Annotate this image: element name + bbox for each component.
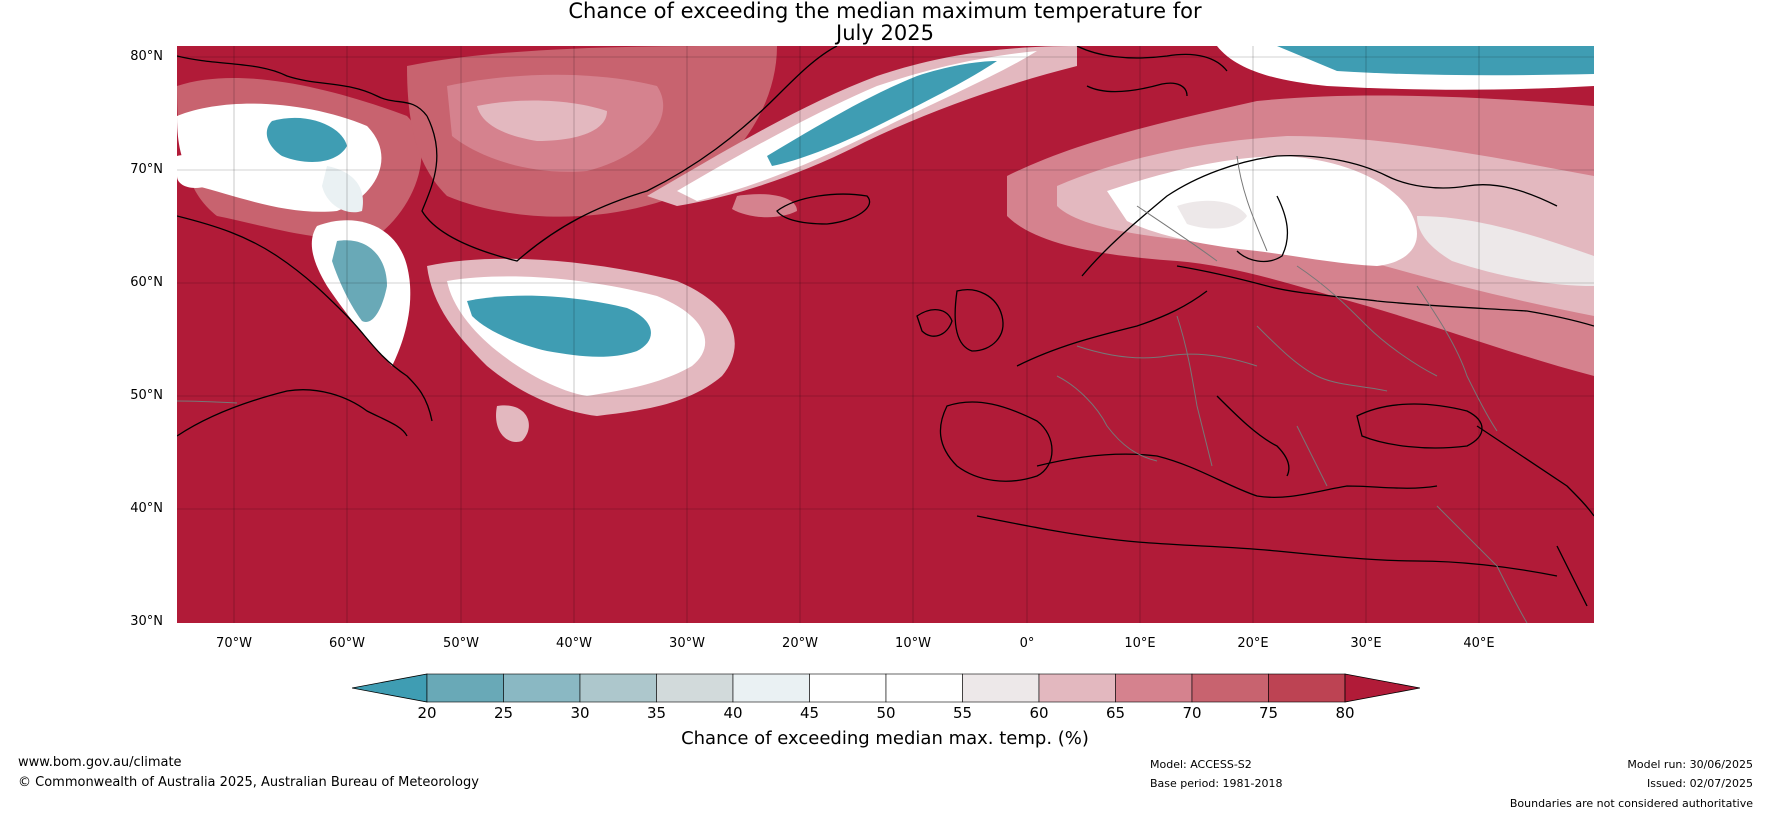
lon-tick-10e: 10°E — [1124, 636, 1156, 651]
footer-model: Model: ACCESS-S2 — [1150, 758, 1252, 771]
colorbar-segment — [1115, 673, 1193, 703]
colorbar-svg — [351, 673, 1421, 703]
colorbar-segment — [809, 673, 887, 703]
footer-copyright: © Commonwealth of Australia 2025, Austra… — [18, 775, 479, 790]
map-gridlines — [177, 46, 1594, 623]
lon-tick-0: 0° — [1019, 636, 1035, 651]
colorbar-tick-label: 25 — [493, 704, 514, 722]
colorbar-segment — [579, 673, 657, 703]
colorbar-segment — [885, 673, 963, 703]
colorbar-extend-low — [351, 673, 428, 703]
colorbar-segment — [503, 673, 581, 703]
lat-tick-50n: 50°N — [130, 388, 163, 403]
colorbar-tick-label: 65 — [1105, 704, 1126, 722]
colorbar-segment — [656, 673, 734, 703]
footer-model-run: Model run: 30/06/2025 — [1627, 758, 1753, 771]
colorbar-tick-label: 35 — [646, 704, 667, 722]
lat-tick-40n: 40°N — [130, 501, 163, 516]
country-borders — [177, 155, 1528, 623]
lat-tick-80n: 80°N — [130, 49, 163, 64]
lat-tick-70n: 70°N — [130, 162, 163, 177]
colorbar-tick-label: 30 — [570, 704, 590, 722]
footer-issued: Issued: 02/07/2025 — [1646, 777, 1753, 790]
lat-tick-30n: 30°N — [130, 614, 163, 629]
forecast-map — [177, 46, 1594, 623]
map-title-line1: Chance of exceeding the median maximum t… — [568, 0, 1202, 23]
colorbar-tick-label: 75 — [1258, 704, 1279, 722]
footer-disclaimer: Boundaries are not considered authoritat… — [1509, 797, 1753, 810]
colorbar-segment — [426, 673, 504, 703]
lon-tick-60w: 60°W — [329, 636, 365, 651]
lon-tick-40e: 40°E — [1463, 636, 1495, 651]
lon-tick-20e: 20°E — [1237, 636, 1269, 651]
map-canvas — [177, 46, 1594, 623]
colorbar-segment — [1191, 673, 1269, 703]
footer-url: www.bom.gov.au/climate — [18, 755, 182, 770]
region-greenland-sea — [407, 46, 777, 217]
colorbar-tick-label: 40 — [723, 704, 743, 722]
region-baffin-anomaly — [177, 77, 422, 366]
colorbar-extend-high — [1344, 673, 1421, 703]
lon-tick-70w: 70°W — [216, 636, 252, 651]
colorbar-tick-label: 45 — [799, 704, 820, 722]
region-mid-atlantic-anomaly — [427, 258, 735, 442]
colorbar-segment — [732, 673, 810, 703]
lon-tick-20w: 20°W — [782, 636, 818, 651]
map-title-line2: July 2025 — [836, 21, 934, 45]
colorbar-tick-label: 20 — [417, 704, 437, 722]
colorbar-tick-label: 60 — [1029, 704, 1049, 722]
colorbar-tick-label: 50 — [876, 704, 896, 722]
lon-tick-50w: 50°W — [443, 636, 479, 651]
coastlines — [177, 46, 1594, 607]
colorbar-tick-label: 80 — [1335, 704, 1355, 722]
region-barents-sea — [1217, 46, 1594, 90]
lon-tick-30e: 30°E — [1350, 636, 1382, 651]
lat-tick-60n: 60°N — [130, 275, 163, 290]
lon-tick-10w: 10°W — [895, 636, 931, 651]
colorbar-tick-label: 70 — [1182, 704, 1202, 722]
colorbar-tick-label: 55 — [952, 704, 973, 722]
colorbar-segment — [962, 673, 1040, 703]
region-denmark-strait — [647, 46, 1077, 206]
colorbar-segment — [1038, 673, 1116, 703]
lon-tick-40w: 40°W — [556, 636, 592, 651]
colorbar-title: Chance of exceeding median max. temp. (%… — [681, 728, 1089, 749]
lon-tick-30w: 30°W — [669, 636, 705, 651]
region-iceland — [732, 194, 797, 218]
colorbar — [351, 672, 1421, 704]
footer-base-period: Base period: 1981-2018 — [1150, 777, 1283, 790]
colorbar-segment — [1268, 673, 1346, 703]
